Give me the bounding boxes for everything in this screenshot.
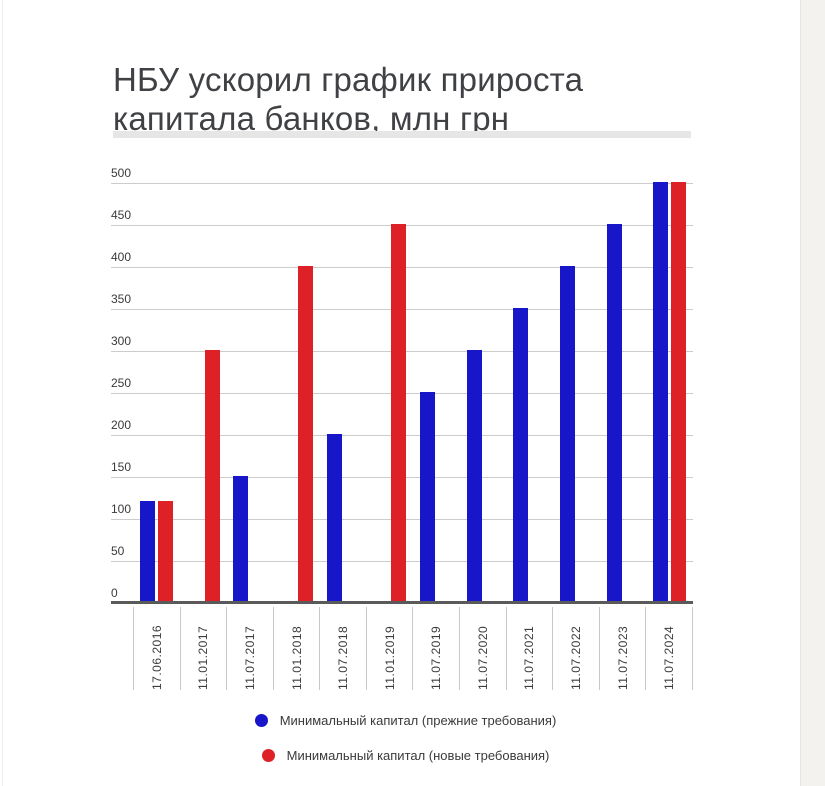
bar-series-1	[297, 266, 313, 602]
y-axis-label: 300	[111, 334, 132, 348]
x-axis-label: 11.07.2017	[242, 625, 257, 690]
y-axis-label: 450	[111, 208, 132, 222]
x-axis-label: 11.07.2022	[568, 625, 583, 690]
x-axis-tick-cell: 11.01.2019	[365, 607, 413, 690]
bar-pair	[233, 476, 266, 602]
x-axis-label: 11.07.2024	[662, 625, 677, 690]
bar-pair	[187, 350, 220, 602]
bar-pair	[653, 182, 687, 602]
bar-series-0	[139, 501, 155, 602]
bar-pair	[466, 350, 500, 602]
bar-pair	[559, 266, 593, 602]
x-axis-tick-cell: 11.07.2024	[645, 607, 693, 690]
y-axis-label: 100	[111, 502, 132, 516]
bar-series-0	[513, 308, 529, 602]
x-axis-label: 11.07.2023	[615, 625, 630, 690]
category-column	[506, 183, 553, 602]
category-column	[646, 182, 693, 602]
x-axis-tick-cell: 11.07.2018	[319, 607, 366, 690]
x-axis-tick-cell: 11.01.2017	[179, 607, 227, 690]
legend-label: Минимальный капитал (новые требования)	[286, 747, 550, 763]
bar-pair	[513, 308, 546, 602]
bar-series-0	[419, 392, 435, 602]
x-axis-label: 11.01.2019	[382, 625, 397, 690]
category-column	[180, 183, 227, 602]
x-axis-labels: 17.06.2016 11.01.2017 11.07.2017 11.01.2018…	[133, 607, 693, 690]
page-left-border	[2, 0, 3, 786]
title-divider	[113, 131, 691, 138]
x-axis-line	[111, 601, 693, 604]
page-background-strip	[800, 0, 825, 786]
bar-series-1	[391, 224, 407, 602]
x-axis-tick-cell: 11.01.2018	[272, 607, 320, 690]
plot-area: 0 50 100 150 200 250 300 350 400 450 500	[111, 166, 693, 604]
legend-item: Минимальный капитал (прежние требования)	[118, 710, 693, 730]
bar-pair	[139, 501, 173, 602]
bar-series-0	[326, 434, 342, 602]
chart-title: НБУ ускорил график прироста капитала бан…	[113, 61, 584, 138]
y-axis-label: 500	[111, 166, 132, 180]
chart-legend: Минимальный капитал (прежние требования)…	[118, 710, 693, 780]
x-axis-tick-cell: 11.07.2020	[459, 607, 506, 690]
bar-series-0	[233, 476, 249, 602]
category-column	[320, 183, 367, 602]
legend-item: Минимальный капитал (новые требования)	[118, 745, 693, 765]
x-axis-label: 11.01.2017	[196, 625, 211, 690]
y-axis-label: 200	[111, 418, 132, 432]
bar-pair	[280, 266, 313, 602]
bar-series-1	[204, 350, 220, 602]
y-axis-label: 150	[111, 460, 132, 474]
y-axis-label: 400	[111, 250, 132, 264]
bar-pair	[373, 224, 407, 602]
bar-pair	[419, 392, 453, 602]
x-axis-tick-cell: 11.07.2019	[412, 607, 459, 690]
x-axis-label: 11.01.2018	[289, 625, 304, 690]
legend-label: Минимальный капитал (прежние требования)	[279, 712, 557, 728]
x-axis-label: 11.07.2021	[522, 625, 537, 690]
bar-series-0	[606, 224, 622, 602]
x-axis-tick-cell: 11.07.2021	[505, 607, 553, 690]
x-axis-label: 11.07.2018	[336, 625, 351, 690]
x-axis-tick-cell: 11.07.2017	[226, 607, 273, 690]
bar-pair	[606, 224, 640, 602]
bar-columns	[133, 182, 693, 602]
x-axis-tick-cell: 11.07.2023	[598, 607, 646, 690]
legend-color-dot	[261, 748, 275, 762]
bar-series-0	[466, 350, 482, 602]
category-column	[413, 183, 460, 602]
bar-series-0	[653, 182, 669, 602]
y-axis-label: 350	[111, 292, 132, 306]
y-axis-label: 250	[111, 376, 132, 390]
category-column	[366, 183, 413, 602]
bar-series-1	[157, 501, 173, 602]
bar-series-1	[671, 182, 687, 602]
x-axis-label: 11.07.2020	[475, 625, 490, 690]
category-column	[553, 183, 600, 602]
x-axis-label: 17.06.2016	[149, 624, 164, 690]
y-axis-label: 0	[111, 586, 118, 600]
legend-color-dot	[254, 713, 268, 727]
bar-pair	[326, 434, 360, 602]
x-axis-tick-cell: 11.07.2022	[552, 607, 599, 690]
category-column	[460, 183, 507, 602]
category-column	[273, 183, 320, 602]
category-column	[133, 183, 180, 602]
y-axis-label: 50	[111, 544, 125, 558]
x-axis-label: 11.07.2019	[429, 625, 444, 690]
gridline	[111, 183, 693, 184]
bar-series-0	[559, 266, 575, 602]
category-column	[226, 183, 273, 602]
x-axis-tick-cell: 17.06.2016	[133, 607, 180, 690]
category-column	[600, 183, 647, 602]
